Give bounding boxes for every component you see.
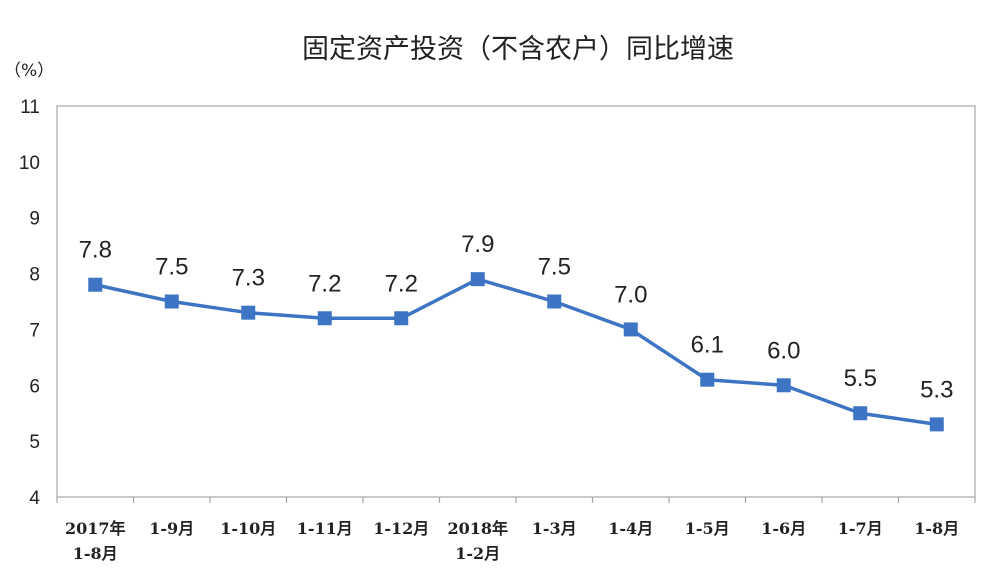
- data-label: 7.5: [155, 254, 188, 281]
- y-tick-label: 8: [29, 265, 40, 286]
- x-tick-label: 1-11月: [297, 519, 353, 538]
- data-point-marker: [88, 277, 103, 292]
- data-point-marker: [164, 294, 179, 309]
- x-tick-label: 1-8月: [914, 519, 959, 538]
- x-tick-label: 1-2月: [455, 544, 500, 563]
- data-point-marker: [470, 272, 485, 287]
- x-tick-label: 1-9月: [149, 519, 194, 538]
- data-label: 6.0: [767, 337, 800, 364]
- x-tick-label: 1-8月: [73, 544, 118, 563]
- y-tick-label: 5: [29, 432, 40, 453]
- y-tick-label: 4: [29, 488, 40, 509]
- data-label: 6.1: [691, 332, 724, 359]
- y-tick-label: 11: [20, 97, 40, 118]
- series-line: [94, 277, 938, 427]
- y-tick-label: 6: [29, 376, 40, 397]
- data-point-marker: [547, 294, 562, 309]
- data-label: 7.2: [385, 270, 418, 297]
- data-label: 7.9: [461, 231, 494, 258]
- y-tick-label: 9: [29, 209, 40, 230]
- y-tick-label: 7: [29, 320, 40, 341]
- x-tick-label: 1-5月: [685, 519, 730, 538]
- y-tick-label: 10: [19, 153, 40, 174]
- x-tick-label: 1-10月: [220, 519, 276, 538]
- data-label: 7.3: [232, 265, 265, 292]
- data-point-marker: [394, 311, 409, 326]
- x-tick-label: 1-7月: [838, 519, 883, 538]
- x-tick-label: 1-6月: [761, 519, 806, 538]
- data-point-marker: [623, 322, 638, 337]
- x-tick-label: 1-3月: [532, 519, 577, 538]
- data-point-marker: [776, 378, 791, 393]
- data-point-marker: [700, 372, 715, 387]
- x-tick-label: 2018年: [447, 519, 508, 538]
- data-label: 7.8: [79, 237, 112, 264]
- data-label: 5.3: [920, 376, 953, 403]
- series-path: [94, 277, 938, 427]
- x-axis-ticks: 2017年 1-8月 1-9月 1-10月 1-11月 1-12月 2018年 1-2月 1-3…: [56, 497, 976, 563]
- series-markers: [88, 272, 944, 432]
- x-tick-label: 1-12月: [373, 519, 429, 538]
- data-label: 7.2: [308, 270, 341, 297]
- data-point-marker: [853, 406, 868, 421]
- data-label: 7.5: [538, 254, 571, 281]
- plot-area: [56, 105, 976, 498]
- data-point-marker: [241, 305, 256, 320]
- x-tick-label: 1-4月: [608, 519, 653, 538]
- y-unit-label: （%）: [4, 61, 54, 81]
- y-axis-ticks: 4 5 6 7 8 9 10 11: [19, 97, 41, 509]
- data-label: 5.5: [844, 365, 877, 392]
- x-tick-label: 2017年: [65, 519, 126, 538]
- data-point-marker: [929, 417, 944, 432]
- data-point-marker: [317, 311, 332, 326]
- data-labels: 7.8 7.5 7.3 7.2 7.2 7.9 7.5 7.0 6.1 6.0 5.5 5.3: [79, 231, 954, 403]
- chart-title: 固定资产投资（不含农户）同比增速: [302, 34, 734, 65]
- data-label: 7.0: [614, 281, 647, 308]
